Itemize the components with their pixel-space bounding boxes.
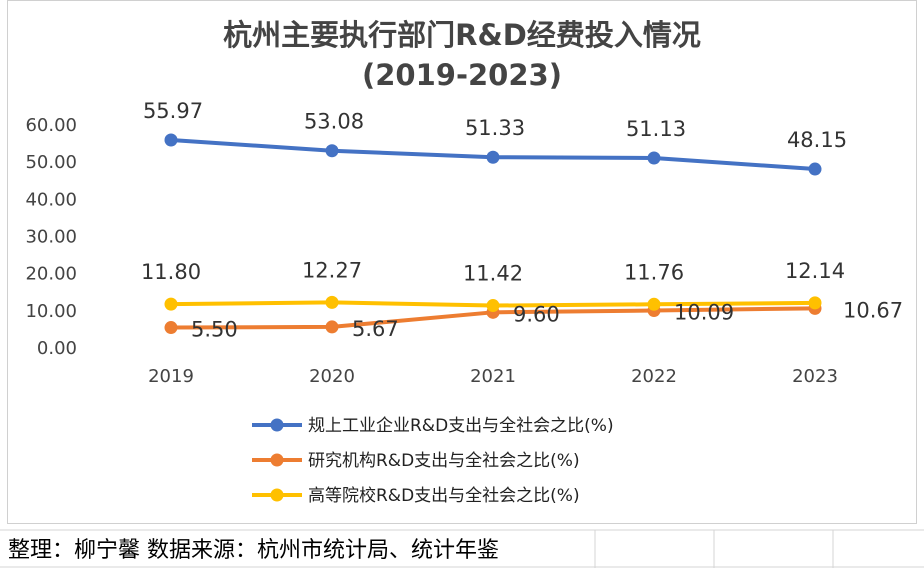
y-tick-label: 10.00 <box>25 301 77 322</box>
data-point[interactable] <box>164 133 178 147</box>
legend-item-2[interactable]: 研究机构R&D支出与全社会之比(%) <box>252 451 580 471</box>
data-point[interactable] <box>808 162 822 176</box>
legend-swatch-marker <box>270 418 284 432</box>
data-point[interactable] <box>164 297 178 311</box>
data-point[interactable] <box>647 297 661 311</box>
source-note: 整理：柳宁馨 数据来源：杭州市统计局、统计年鉴 <box>8 538 499 563</box>
legend-item-3[interactable]: 高等院校R&D支出与全社会之比(%) <box>252 486 580 506</box>
data-label: 10.67 <box>843 298 903 322</box>
legend-swatch-marker <box>270 488 284 502</box>
y-axis-ticks: 0.00 10.00 20.00 30.00 40.00 50.00 60.00 <box>25 115 77 359</box>
data-label: 10.09 <box>674 300 734 324</box>
data-point[interactable] <box>647 151 661 165</box>
y-tick-label: 60.00 <box>25 115 77 136</box>
x-tick-label: 2023 <box>792 366 838 387</box>
data-point[interactable] <box>325 295 339 309</box>
y-tick-label: 0.00 <box>37 338 77 359</box>
data-label: 11.80 <box>141 260 201 284</box>
data-labels: 55.97 53.08 51.33 51.13 48.15 11.80 12.27 11.42… <box>141 99 903 342</box>
data-point[interactable] <box>325 144 339 158</box>
data-label: 5.50 <box>191 318 238 342</box>
data-label: 11.42 <box>463 262 523 286</box>
x-tick-label: 2022 <box>631 366 677 387</box>
data-point[interactable] <box>486 299 500 313</box>
y-tick-label: 20.00 <box>25 264 77 285</box>
chart-title-line-1: 杭州主要执行部门R&D经费投入情况 <box>223 18 701 52</box>
data-label: 12.14 <box>785 259 845 283</box>
legend-label: 高等院校R&D支出与全社会之比(%) <box>308 486 580 506</box>
legend-item-1[interactable]: 规上工业企业R&D支出与全社会之比(%) <box>252 416 614 436</box>
data-point[interactable] <box>325 320 339 334</box>
legend-label: 研究机构R&D支出与全社会之比(%) <box>308 451 580 471</box>
series-lines <box>164 133 822 335</box>
data-label: 5.67 <box>352 317 399 341</box>
legend-swatch-marker <box>270 453 284 467</box>
data-point[interactable] <box>486 150 500 164</box>
legend-label: 规上工业企业R&D支出与全社会之比(%) <box>308 416 614 436</box>
chart-area[interactable] <box>7 0 917 524</box>
y-tick-label: 50.00 <box>25 152 77 173</box>
data-label: 9.60 <box>513 302 560 326</box>
data-label: 48.15 <box>787 128 847 152</box>
y-tick-label: 30.00 <box>25 227 77 248</box>
data-label: 55.97 <box>143 99 203 123</box>
data-point[interactable] <box>164 321 178 335</box>
data-label: 11.76 <box>624 260 684 284</box>
x-tick-label: 2019 <box>148 366 194 387</box>
x-axis-ticks: 2019 2020 2021 2022 2023 <box>148 366 838 387</box>
data-label: 12.27 <box>302 258 362 282</box>
chart-legend: 规上工业企业R&D支出与全社会之比(%) 研究机构R&D支出与全社会之比(%) 高等… <box>252 416 614 506</box>
x-tick-label: 2020 <box>309 366 355 387</box>
data-label: 51.13 <box>626 117 686 141</box>
chart-title-line-2: (2019-2023) <box>362 58 562 92</box>
data-label: 53.08 <box>304 110 364 134</box>
y-tick-label: 40.00 <box>25 189 77 210</box>
x-tick-label: 2021 <box>470 366 516 387</box>
data-point[interactable] <box>808 296 822 310</box>
data-label: 51.33 <box>465 116 525 140</box>
